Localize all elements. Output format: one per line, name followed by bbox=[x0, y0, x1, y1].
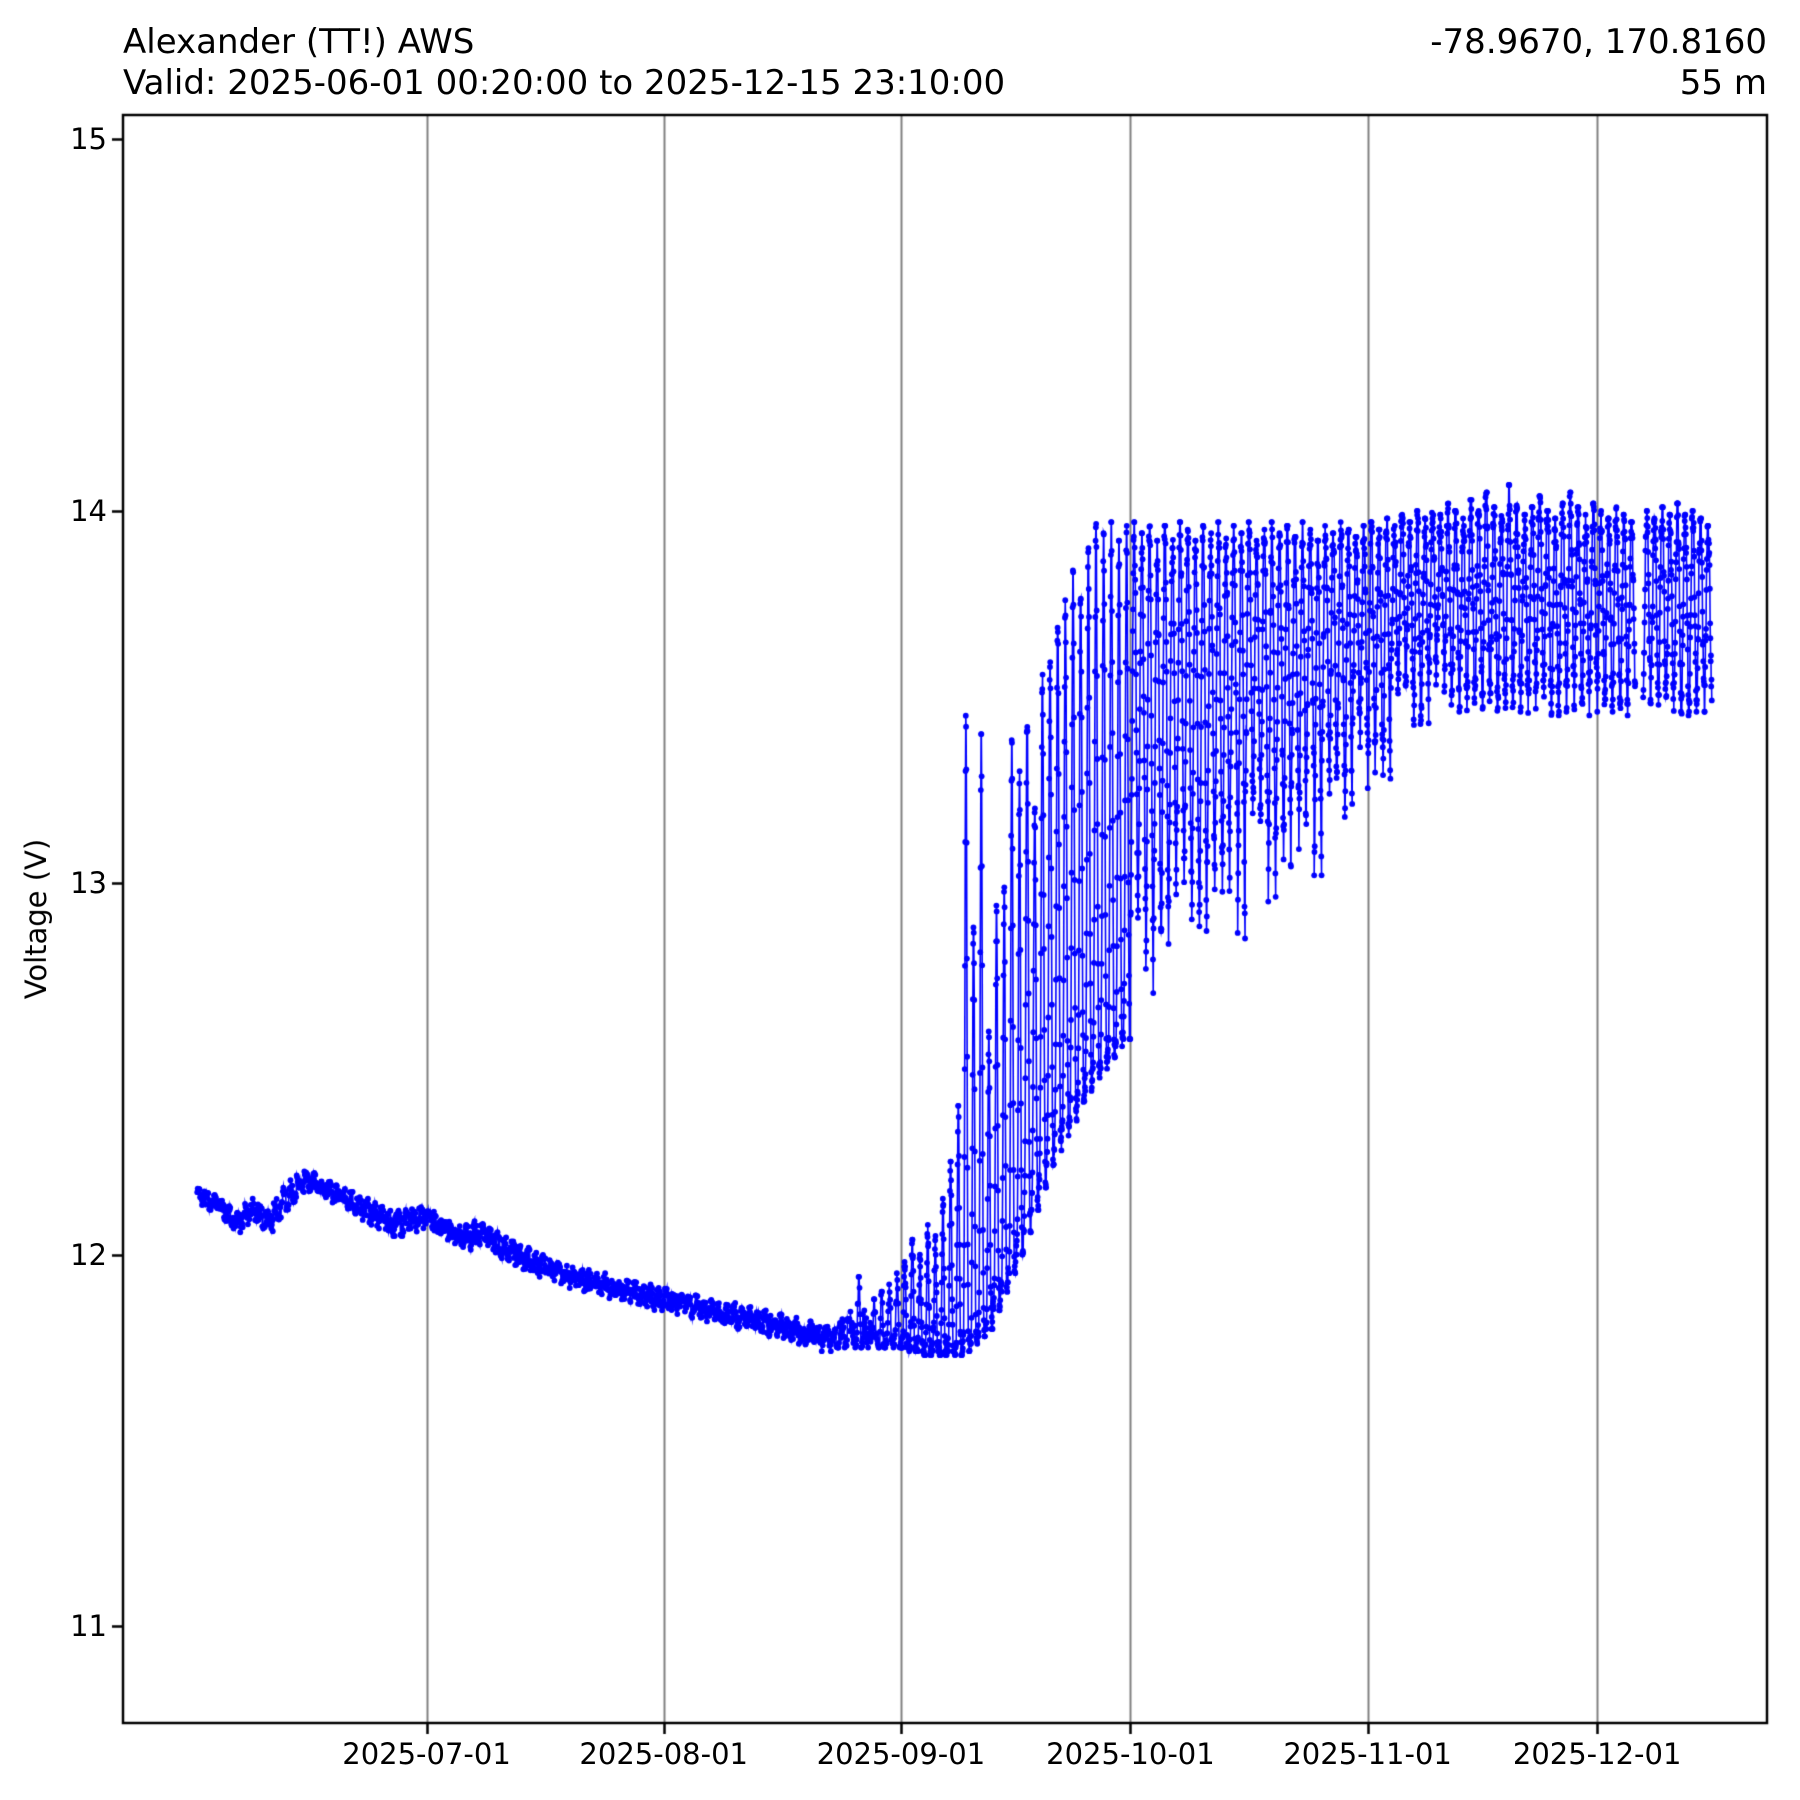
header-right: -78.9670, 170.8160 55 m bbox=[1430, 22, 1767, 104]
y-tick-label: 15 bbox=[70, 122, 107, 157]
x-tick-label: 2025-11-01 bbox=[1283, 1737, 1452, 1771]
y-tick-label: 13 bbox=[70, 865, 107, 900]
x-tick-label: 2025-08-01 bbox=[579, 1737, 748, 1771]
y-tick-label: 14 bbox=[70, 493, 107, 528]
x-tick-label: 2025-09-01 bbox=[816, 1737, 986, 1771]
x-tick-label: 2025-07-01 bbox=[342, 1737, 511, 1771]
station-coordinates: -78.9670, 170.8160 bbox=[1430, 22, 1767, 62]
y-tick-label: 12 bbox=[70, 1237, 107, 1272]
station-title: Alexander (TT!) AWS bbox=[123, 22, 475, 62]
x-tick-label: 2025-12-01 bbox=[1512, 1737, 1682, 1771]
header-left: Alexander (TT!) AWS Valid: 2025-06-01 00… bbox=[123, 22, 1005, 104]
valid-range-subtitle: Valid: 2025-06-01 00:20:00 to 2025-12-15… bbox=[123, 63, 1006, 103]
station-elevation: 55 m bbox=[1679, 63, 1767, 103]
y-axis-label: Voltage (V) bbox=[19, 838, 53, 1000]
x-tick-label: 2025-10-01 bbox=[1046, 1737, 1215, 1771]
y-tick-label: 11 bbox=[70, 1609, 107, 1644]
